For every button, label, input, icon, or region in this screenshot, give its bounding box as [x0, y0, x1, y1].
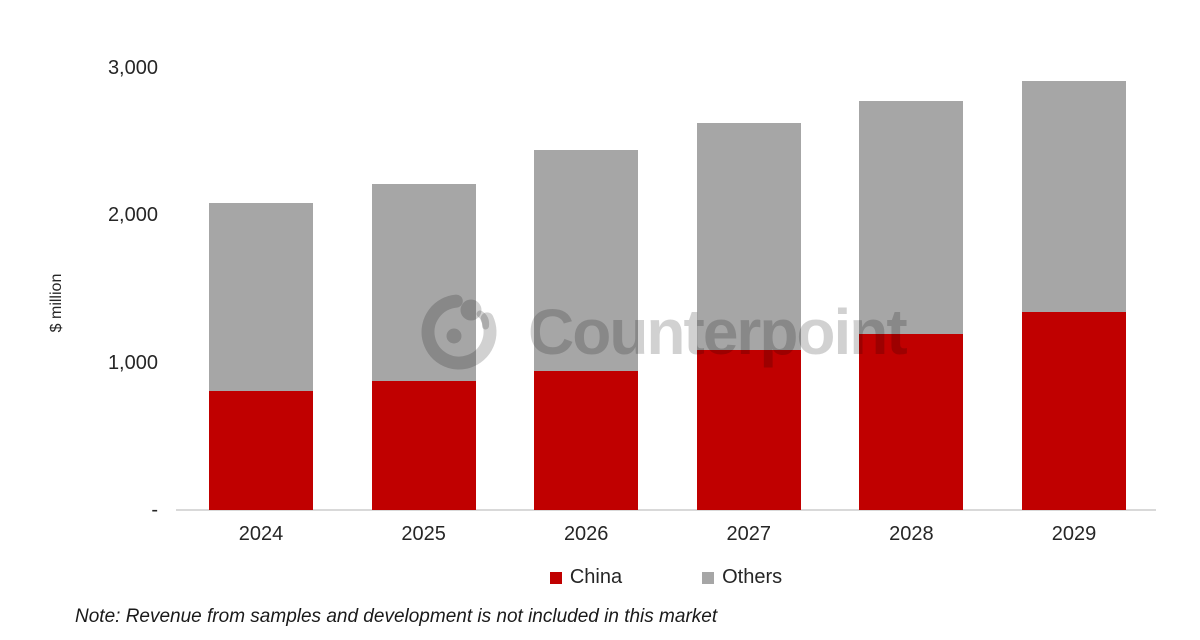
legend-swatch-china [549, 571, 562, 584]
legend-item-china: China [549, 566, 623, 589]
x-tick-label-2029: 2029 [1051, 523, 1097, 545]
bar-segment-china-2026 [534, 370, 639, 510]
bar-segment-china-2027 [696, 350, 801, 510]
y-tick-label: 1,000 [107, 351, 158, 374]
legend-label-china: China [569, 566, 623, 588]
bar-segment-china-2028 [859, 333, 964, 510]
bar-segment-others-2029 [1022, 81, 1126, 312]
bar-segment-others-2025 [371, 183, 476, 382]
legend-label-others: Others [722, 566, 783, 588]
bar-segment-china-2029 [1022, 311, 1126, 510]
legend-swatch-others [702, 571, 715, 584]
y-tick-label: 2,000 [107, 204, 158, 227]
x-tick-label-2026: 2026 [563, 523, 609, 545]
x-axis-line [176, 509, 1156, 511]
bar-segment-china-2025 [371, 381, 476, 510]
footnote: Note: Revenue from samples and developme… [75, 606, 718, 627]
watermark: Counterpoint [420, 290, 908, 374]
legend-item-others: Others [702, 566, 782, 589]
x-tick-label-2025: 2025 [401, 523, 446, 545]
bar-segment-china-2024 [209, 390, 313, 510]
x-tick-label-2028: 2028 [889, 523, 934, 545]
bar-segment-others-2028 [859, 101, 964, 334]
y-axis-title: $ million [48, 273, 65, 333]
bar-segment-others-2026 [534, 149, 639, 371]
y-tick-label: 3,000 [107, 57, 158, 79]
x-tick-label-2024: 2024 [238, 523, 284, 545]
x-tick-label-2027: 2027 [726, 523, 772, 545]
bar-segment-others-2024 [209, 202, 313, 391]
y-tick-label: - [151, 499, 158, 521]
legend: China Others [176, 566, 1156, 589]
bar-segment-others-2027 [696, 123, 801, 351]
